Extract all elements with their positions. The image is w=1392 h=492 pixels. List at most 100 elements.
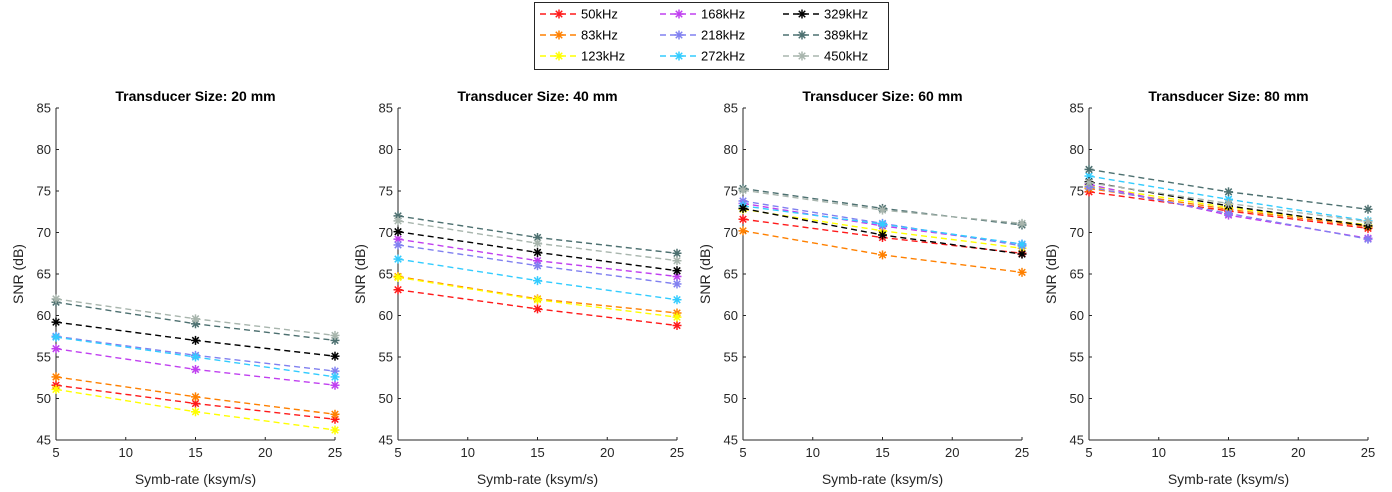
x-tick-label: 25 <box>328 445 342 460</box>
chart-panel: Transducer Size: 20 mm 45 50 55 60 65 70 75 80 85… <box>10 88 342 487</box>
y-tick-label: 85 <box>724 101 738 116</box>
data-point <box>330 425 340 435</box>
legend-item: 50kHz <box>540 7 618 22</box>
series-450kHz <box>393 216 682 266</box>
series-50kHz <box>393 285 682 330</box>
y-tick-label: 75 <box>1070 184 1084 199</box>
data-point <box>878 230 887 240</box>
series-329kHz <box>393 227 682 276</box>
x-tick-label: 10 <box>806 445 820 460</box>
y-tick-label: 60 <box>37 308 51 323</box>
y-tick-label: 50 <box>724 391 738 406</box>
legend-marker <box>674 30 684 40</box>
legend-item: 450kHz <box>783 49 868 64</box>
chart-panel: Transducer Size: 40 mm 45 50 55 60 65 70 75 80 85… <box>352 88 684 487</box>
series-123kHz <box>51 384 340 435</box>
y-tick-label: 70 <box>1070 225 1084 240</box>
legend-label: 272kHz <box>701 49 745 64</box>
y-axis-label: SNR (dB) <box>1043 244 1059 304</box>
series-450kHz <box>1084 178 1373 227</box>
series-389kHz <box>1084 164 1373 214</box>
x-tick-label: 20 <box>258 445 272 460</box>
y-tick-label: 55 <box>379 350 393 365</box>
y-tick-label: 50 <box>1070 391 1084 406</box>
data-point <box>393 216 403 226</box>
y-tick-label: 55 <box>1070 350 1084 365</box>
panel-title: Transducer Size: 60 mm <box>802 88 962 104</box>
y-tick-label: 85 <box>37 101 51 116</box>
x-tick-label: 20 <box>945 445 959 460</box>
legend-item: 168kHz <box>660 7 745 22</box>
y-axis-label: SNR (dB) <box>352 244 368 304</box>
x-tick-label: 15 <box>188 445 202 460</box>
legend-item: 329kHz <box>783 7 868 22</box>
series-123kHz <box>393 272 682 322</box>
data-point <box>1363 217 1373 227</box>
data-point <box>533 247 542 257</box>
x-tick-label: 10 <box>1152 445 1166 460</box>
y-tick-label: 50 <box>379 391 393 406</box>
x-tick-label: 20 <box>1291 445 1305 460</box>
series-450kHz <box>738 185 1027 228</box>
legend-marker <box>674 51 684 61</box>
y-tick-label: 75 <box>379 184 393 199</box>
data-point <box>330 330 340 340</box>
legend-label: 218kHz <box>701 28 745 43</box>
legend-item: 123kHz <box>540 49 625 64</box>
x-axis-label: Symb-rate (ksym/s) <box>135 471 256 487</box>
series-272kHz <box>51 332 340 382</box>
legend-label: 329kHz <box>824 7 868 22</box>
x-tick-label: 20 <box>600 445 614 460</box>
data-point <box>1017 218 1027 228</box>
data-point <box>1363 204 1373 214</box>
y-tick-label: 60 <box>724 308 738 323</box>
data-point <box>672 312 682 322</box>
legend-marker <box>674 9 684 19</box>
panel-title: Transducer Size: 40 mm <box>457 88 617 104</box>
y-tick-label: 70 <box>379 225 393 240</box>
panel-title: Transducer Size: 20 mm <box>115 88 275 104</box>
data-point <box>330 409 340 419</box>
series-329kHz <box>51 317 340 361</box>
y-tick-label: 60 <box>1070 308 1084 323</box>
y-tick-label: 80 <box>1070 142 1084 157</box>
y-tick-label: 85 <box>379 101 393 116</box>
data-point <box>738 214 748 224</box>
y-tick-label: 65 <box>1070 267 1084 282</box>
data-point <box>393 240 403 250</box>
y-tick-label: 55 <box>37 350 51 365</box>
legend: 50kHz 83kHz 123kHz 168kHz 218kHz 272kHz 329kHz… <box>534 2 889 70</box>
legend-item: 218kHz <box>660 28 745 43</box>
data-point <box>878 219 887 229</box>
y-tick-label: 50 <box>37 391 51 406</box>
legend-marker <box>797 9 807 19</box>
data-point <box>533 238 542 248</box>
data-point <box>878 205 887 215</box>
data-point <box>738 185 748 195</box>
data-point <box>330 372 340 382</box>
series-83kHz <box>738 226 1027 277</box>
data-point <box>393 254 403 264</box>
y-axis-label: SNR (dB) <box>10 244 26 304</box>
data-point <box>1017 249 1027 259</box>
panel-title: Transducer Size: 80 mm <box>1148 88 1308 104</box>
y-tick-label: 80 <box>37 142 51 157</box>
legend-label: 123kHz <box>581 49 625 64</box>
data-point <box>51 344 61 354</box>
data-point <box>51 332 61 342</box>
y-tick-label: 45 <box>1070 433 1084 448</box>
y-tick-label: 70 <box>37 225 51 240</box>
chart-panel: Transducer Size: 60 mm 45 50 55 60 65 70 75 80 85… <box>697 88 1029 487</box>
series-450kHz <box>51 294 340 340</box>
x-tick-label: 5 <box>739 445 746 460</box>
data-point <box>878 250 887 260</box>
data-point <box>672 266 682 276</box>
x-tick-label: 25 <box>670 445 684 460</box>
legend-marker <box>554 9 564 19</box>
y-axis-label: SNR (dB) <box>697 244 713 304</box>
y-tick-label: 45 <box>37 433 51 448</box>
x-tick-label: 25 <box>1015 445 1029 460</box>
legend-marker <box>554 30 564 40</box>
legend-marker <box>554 51 564 61</box>
data-point <box>191 364 200 374</box>
